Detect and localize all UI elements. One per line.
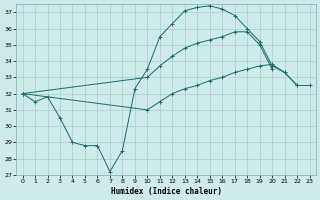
X-axis label: Humidex (Indice chaleur): Humidex (Indice chaleur) bbox=[111, 187, 221, 196]
